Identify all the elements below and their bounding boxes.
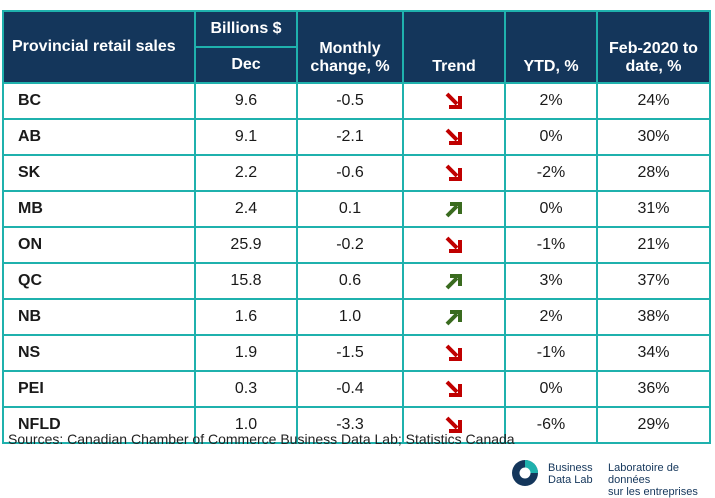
business-data-lab-logo-icon [512, 460, 538, 486]
ytd-cell: -1% [504, 334, 598, 372]
table-body: BC 9.6 -0.5 2% 24% AB 9.1 -2.1 0% 30% SK 2.2 -0.6 -2%… [2, 82, 711, 444]
arrow-down-right-icon [445, 380, 462, 397]
business-data-lab-logo: Business Data Lab Laboratoire de données… [510, 456, 710, 498]
table-row: NB 1.6 1.0 2% 38% [2, 298, 711, 336]
ytd-cell: -2% [504, 154, 598, 192]
feb2020-cell: 29% [596, 406, 711, 444]
trend-cell [402, 226, 506, 264]
ytd-cell: 0% [504, 118, 598, 156]
trend-cell [402, 298, 506, 336]
dec-value-cell: 2.4 [194, 190, 298, 228]
table-row: PEI 0.3 -0.4 0% 36% [2, 370, 711, 408]
monthly-change-cell: 0.6 [296, 262, 404, 300]
table-row: QC 15.8 0.6 3% 37% [2, 262, 711, 300]
feb2020-cell: 38% [596, 298, 711, 336]
dec-value-cell: 1.6 [194, 298, 298, 336]
feb2020-cell: 28% [596, 154, 711, 192]
monthly-change-cell: -0.6 [296, 154, 404, 192]
dec-value-cell: 15.8 [194, 262, 298, 300]
header-monthly-change: Monthly change, % [296, 10, 404, 84]
trend-cell [402, 154, 506, 192]
arrow-down-right-icon [445, 344, 462, 361]
dec-value-cell: 1.9 [194, 334, 298, 372]
monthly-change-cell: 1.0 [296, 298, 404, 336]
retail-sales-table: Provincial retail sales Billions $ Month… [2, 10, 711, 444]
table-row: BC 9.6 -0.5 2% 24% [2, 82, 711, 120]
feb2020-cell: 31% [596, 190, 711, 228]
arrow-down-right-icon [445, 164, 462, 181]
province-cell: MB [2, 190, 196, 228]
province-cell: NFLD [2, 406, 196, 444]
ytd-cell: 2% [504, 298, 598, 336]
feb2020-cell: 37% [596, 262, 711, 300]
dec-value-cell: 1.0 [194, 406, 298, 444]
table-row: MB 2.4 0.1 0% 31% [2, 190, 711, 228]
header-billions: Billions $ [194, 10, 298, 48]
arrow-up-right-icon [445, 202, 462, 218]
dec-value-cell: 2.2 [194, 154, 298, 192]
monthly-change-cell: -1.5 [296, 334, 404, 372]
feb2020-cell: 21% [596, 226, 711, 264]
header-ytd: YTD, % [504, 10, 598, 84]
dec-value-cell: 9.1 [194, 118, 298, 156]
arrow-down-right-icon [445, 128, 462, 145]
ytd-cell: -1% [504, 226, 598, 264]
province-cell: NS [2, 334, 196, 372]
trend-cell [402, 118, 506, 156]
feb2020-cell: 36% [596, 370, 711, 408]
table-row: AB 9.1 -2.1 0% 30% [2, 118, 711, 156]
table-row: NS 1.9 -1.5 -1% 34% [2, 334, 711, 372]
ytd-cell: 0% [504, 190, 598, 228]
header-dec: Dec [194, 46, 298, 84]
header-trend: Trend [402, 10, 506, 84]
arrow-up-right-icon [445, 310, 462, 326]
logo-fr-line1: Laboratoire de données [608, 462, 679, 486]
arrow-down-right-icon [445, 236, 462, 253]
dec-value-cell: 25.9 [194, 226, 298, 264]
logo-en-line2: Data Lab [548, 474, 593, 486]
province-cell: ON [2, 226, 196, 264]
sources-note: Sources: Canadian Chamber of Commerce Bu… [8, 431, 515, 447]
table-row: ON 25.9 -0.2 -1% 21% [2, 226, 711, 264]
ytd-cell: -6% [504, 406, 598, 444]
feb2020-cell: 24% [596, 82, 711, 120]
arrow-up-right-icon [445, 274, 462, 290]
ytd-cell: 3% [504, 262, 598, 300]
table-row: SK 2.2 -0.6 -2% 28% [2, 154, 711, 192]
dec-value-cell: 0.3 [194, 370, 298, 408]
monthly-change-cell: -0.5 [296, 82, 404, 120]
monthly-change-cell: -0.4 [296, 370, 404, 408]
monthly-change-cell: -0.2 [296, 226, 404, 264]
province-cell: BC [2, 82, 196, 120]
province-cell: PEI [2, 370, 196, 408]
province-cell: QC [2, 262, 196, 300]
trend-cell [402, 406, 506, 444]
header-feb2020: Feb-2020 to date, % [596, 10, 711, 84]
logo-en-line1: Business [548, 462, 593, 474]
trend-cell [402, 190, 506, 228]
monthly-change-cell: -3.3 [296, 406, 404, 444]
trend-cell [402, 334, 506, 372]
monthly-change-cell: -2.1 [296, 118, 404, 156]
table-row: NFLD 1.0 -3.3 -6% 29% [2, 406, 711, 444]
province-cell: NB [2, 298, 196, 336]
ytd-cell: 0% [504, 370, 598, 408]
logo-fr-line2: sur les entreprises [608, 486, 698, 498]
trend-cell [402, 262, 506, 300]
arrow-down-right-icon [445, 92, 462, 109]
feb2020-cell: 34% [596, 334, 711, 372]
monthly-change-cell: 0.1 [296, 190, 404, 228]
dec-value-cell: 9.6 [194, 82, 298, 120]
province-cell: SK [2, 154, 196, 192]
header-provincial-retail-sales: Provincial retail sales [2, 10, 196, 84]
trend-cell [402, 82, 506, 120]
ytd-cell: 2% [504, 82, 598, 120]
arrow-down-right-icon [445, 416, 462, 433]
trend-cell [402, 370, 506, 408]
feb2020-cell: 30% [596, 118, 711, 156]
province-cell: AB [2, 118, 196, 156]
